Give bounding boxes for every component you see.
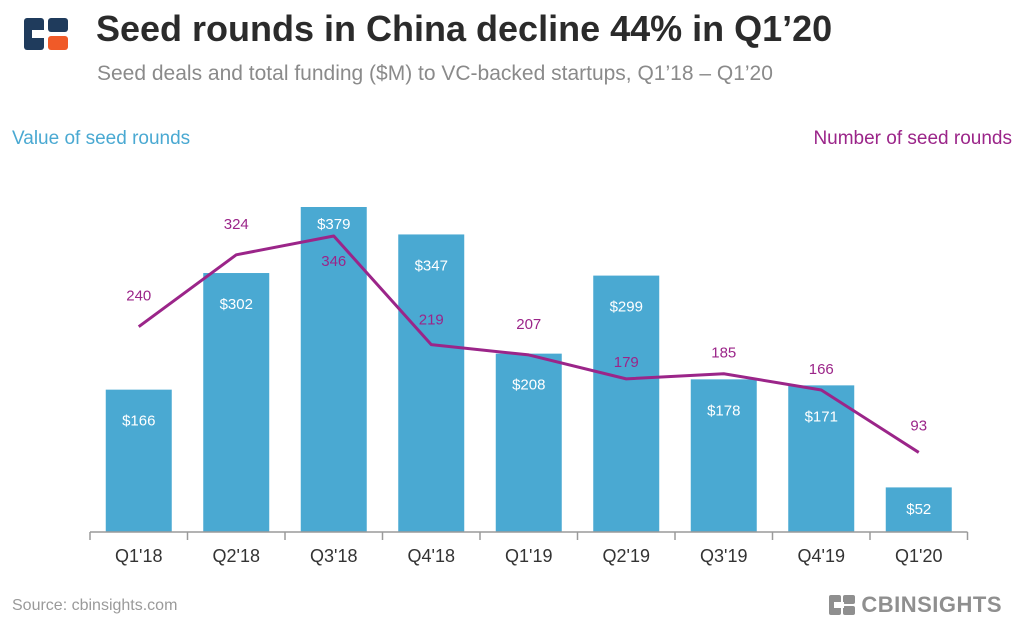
x-tick-label-2: Q3'18 [310,546,357,566]
bar-6 [690,379,757,532]
legend-number-of-seed-rounds: Number of seed rounds [813,128,1012,149]
line-value-label-8: 93 [910,417,927,434]
line-value-label-6: 185 [711,345,736,362]
line-value-label-3: 219 [419,312,444,329]
line-value-label-7: 166 [809,361,834,378]
cb-brand-icon [829,595,856,615]
bar-value-label-8: $52 [906,501,931,518]
line-value-label-0: 240 [126,288,151,305]
number-of-seed-rounds-line [137,234,920,454]
line-value-label-1: 324 [224,216,249,233]
line-value-label-4: 207 [516,316,541,333]
x-tick-label-1: Q2'18 [213,546,260,566]
x-tick-label-8: Q1'20 [895,546,942,566]
x-tick-label-0: Q1'18 [115,546,162,566]
brand-name: CBINSIGHTS [861,592,1002,617]
brand-mark: CBINSIGHTS [829,592,1002,618]
bar-value-label-5: $299 [610,299,643,316]
x-tick-label-3: Q4'18 [408,546,455,566]
line-value-label-5: 179 [614,354,639,371]
x-tick-label-6: Q3'19 [700,546,747,566]
bar-value-label-3: $347 [415,257,448,274]
x-tick-label-7: Q4'19 [798,546,845,566]
bar-value-label-1: $302 [220,296,253,313]
bar-4 [495,353,562,532]
bar-7 [788,385,855,532]
line-value-label-2: 346 [321,253,346,270]
bar-0 [105,389,172,532]
bar-value-label-6: $178 [707,402,740,419]
bar-1 [203,273,270,532]
source-note: Source: cbinsights.com [12,597,178,614]
bar-3 [398,234,465,533]
bar-8 [885,487,952,532]
bar-value-label-4: $208 [512,377,545,394]
bar-5 [593,275,660,532]
x-tick-label-5: Q2'19 [603,546,650,566]
bar-value-label-2: $379 [317,216,350,233]
page-title: Seed rounds in China decline 44% in Q1’2… [96,8,833,49]
cb-insights-logo-icon [24,18,68,50]
bar-value-label-0: $166 [122,413,155,430]
bar-value-label-7: $171 [805,408,838,425]
x-tick-label-4: Q1'19 [505,546,552,566]
page-subtitle: Seed deals and total funding ($M) to VC-… [97,62,773,85]
legend-value-of-seed-rounds: Value of seed rounds [12,128,191,149]
